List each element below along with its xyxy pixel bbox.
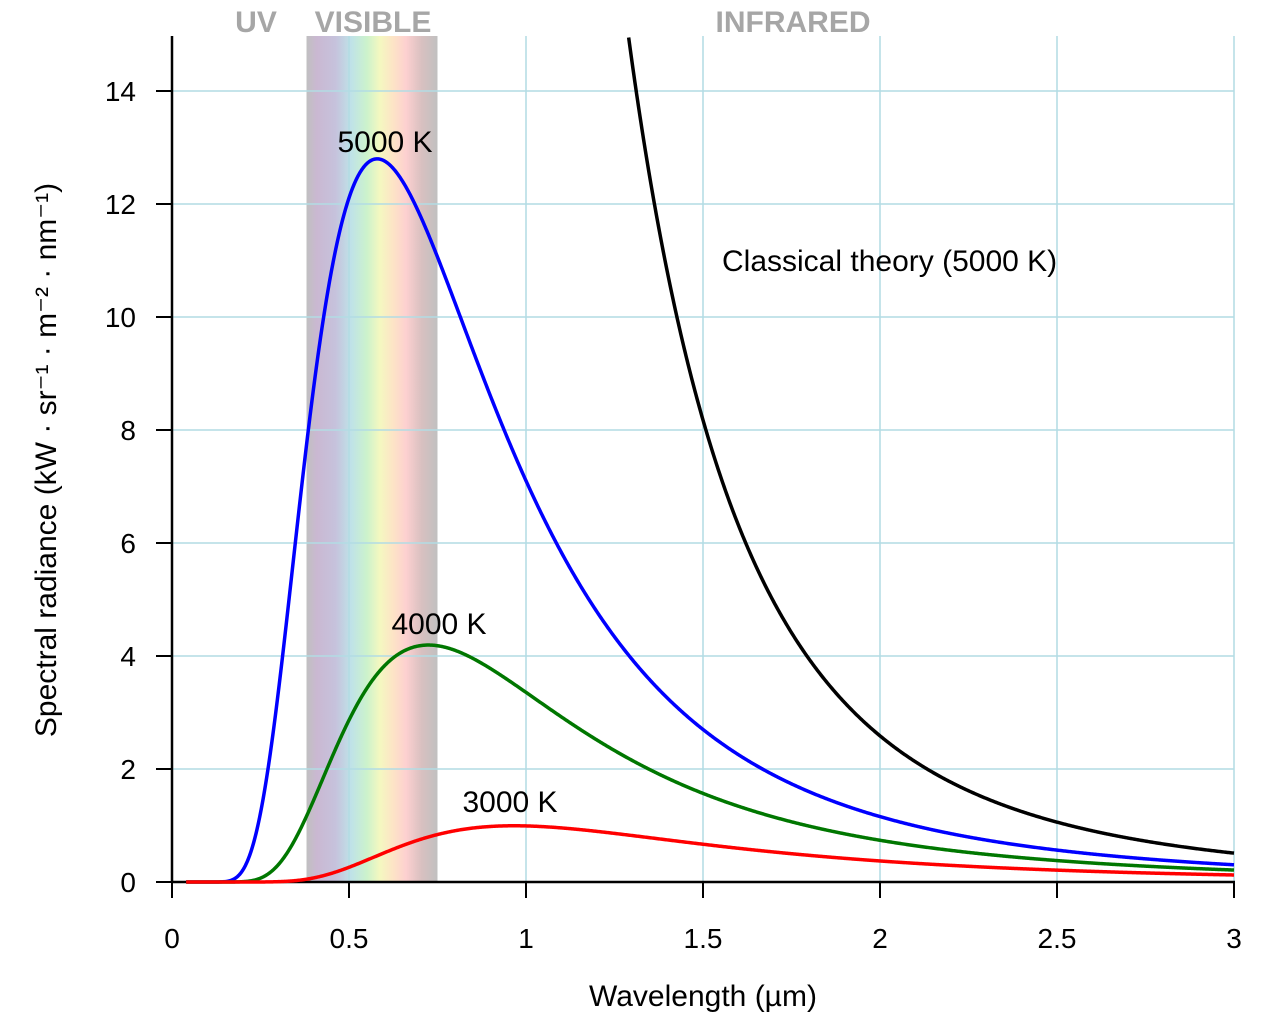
y-axis-title: Spectral radiance (kW · sr⁻¹ · m⁻² · nm⁻…	[30, 183, 63, 737]
y-tick-label: 4	[120, 641, 136, 672]
series-line	[626, 37, 1235, 855]
x-tick-label: 0.5	[330, 923, 369, 954]
region-label: INFRARED	[716, 6, 871, 39]
x-tick-label: 3	[1226, 923, 1242, 954]
x-tick-label: 2.5	[1038, 923, 1077, 954]
y-tick-label: 2	[120, 754, 136, 785]
series-line	[185, 643, 1235, 884]
x-tick-label: 0	[164, 923, 180, 954]
series-line	[185, 157, 1235, 884]
labels: UV VISIBLE INFRARED 5000 K 4000 K 3000 K Class…	[30, 6, 1057, 1013]
series-label: 4000 K	[391, 608, 486, 641]
visible-spectrum-band	[306, 36, 438, 882]
series-label: 5000 K	[337, 126, 432, 159]
ticks: 0 0.5 1 1.5 2 2.5 3 0 2 4 6 8 10 12 14	[105, 76, 1242, 954]
x-tick-label: 1.5	[684, 923, 723, 954]
x-axis-title: Wavelength (µm)	[589, 980, 817, 1013]
region-label: VISIBLE	[315, 6, 432, 39]
y-tick-label: 12	[105, 189, 136, 220]
x-tick-label: 2	[872, 923, 888, 954]
y-tick-label: 10	[105, 302, 136, 333]
region-label: UV	[235, 6, 277, 39]
gridlines	[172, 36, 1235, 882]
x-tick-label: 1	[518, 923, 534, 954]
y-tick-label: 8	[120, 415, 136, 446]
series-line	[185, 824, 1235, 884]
series-curves	[185, 37, 1235, 884]
y-tick-label: 6	[120, 528, 136, 559]
series-label: Classical theory (5000 K)	[722, 245, 1057, 278]
series-label: 3000 K	[462, 786, 557, 819]
y-tick-label: 14	[105, 76, 136, 107]
y-tick-label: 0	[120, 867, 136, 898]
